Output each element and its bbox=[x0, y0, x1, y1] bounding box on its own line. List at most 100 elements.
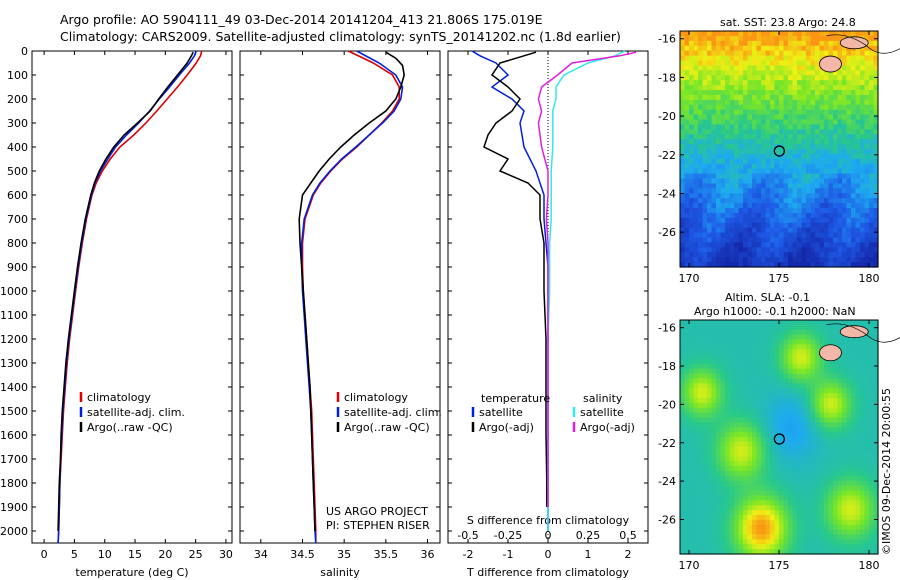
y-tick-label: 1700 bbox=[0, 453, 28, 466]
diff-series-line bbox=[483, 51, 548, 507]
diff-series-line bbox=[471, 50, 549, 531]
temp-series-line bbox=[57, 50, 203, 544]
legend-temp-argo: Argo(-adj) bbox=[479, 421, 534, 434]
y-tick-label: 200 bbox=[7, 93, 28, 106]
temp-series-line bbox=[57, 50, 197, 544]
x-tick-label: 0 bbox=[41, 548, 48, 561]
x-axis-label: temperature (deg C) bbox=[75, 566, 188, 579]
map-y-tick-label: -16 bbox=[658, 322, 676, 335]
x-tick-label: 20 bbox=[158, 548, 172, 561]
x-tick-label: 10 bbox=[98, 548, 112, 561]
sla-map-title-line2: Argo h1000: -0.1 h2000: NaN bbox=[694, 305, 856, 318]
sst-map bbox=[680, 31, 900, 268]
y-tick-label: 0 bbox=[21, 45, 28, 58]
project-line2: PI: STEPHEN RISER bbox=[326, 519, 430, 532]
x-tick-label-S: -0.5 bbox=[457, 529, 478, 542]
map-x-tick-label: 175 bbox=[769, 272, 790, 285]
map-x-tick-label: 175 bbox=[769, 559, 790, 572]
y-tick-label: 1600 bbox=[0, 429, 28, 442]
figure-title-line2: Climatology: CARS2009. Satellite-adjuste… bbox=[60, 29, 621, 44]
legend-climatology: climatology bbox=[87, 391, 151, 404]
y-tick-label: 900 bbox=[7, 261, 28, 274]
map-y-tick-label: -20 bbox=[658, 398, 676, 411]
bathymetry-contour bbox=[826, 323, 900, 343]
legend-header-temperature: temperature bbox=[481, 392, 550, 405]
legend-argo: Argo(..raw -QC) bbox=[87, 421, 173, 434]
x-tick-label: 30 bbox=[219, 548, 233, 561]
legend-climatology: climatology bbox=[344, 391, 408, 404]
map-y-tick-label: -26 bbox=[658, 226, 676, 239]
x-tick-label-T: -2 bbox=[463, 548, 474, 561]
salinity-series-line bbox=[300, 50, 404, 544]
y-tick-label: 600 bbox=[7, 189, 28, 202]
x-tick-label-S: -0.25 bbox=[494, 529, 522, 542]
legend-header-salinity: salinity bbox=[583, 392, 623, 405]
sla-map-title-line1: Altim. SLA: -0.1 bbox=[725, 291, 811, 304]
x-tick-label: 36 bbox=[421, 548, 435, 561]
legend-argo: Argo(..raw -QC) bbox=[344, 421, 430, 434]
map-y-tick-label: -20 bbox=[658, 110, 676, 123]
bathymetry-contour bbox=[826, 34, 900, 54]
island-viti-levu bbox=[819, 55, 842, 73]
island-vanua-levu bbox=[839, 36, 869, 50]
map-y-tick-label: -26 bbox=[658, 513, 676, 526]
figure-title-line1: Argo profile: AO 5904111_49 03-Dec-2014 … bbox=[60, 12, 543, 27]
map-y-tick-label: -18 bbox=[658, 71, 676, 84]
y-tick-label: 1300 bbox=[0, 357, 28, 370]
x-tick-label: 5 bbox=[71, 548, 78, 561]
y-tick-label: 1000 bbox=[0, 285, 28, 298]
map-x-tick-label: 170 bbox=[679, 559, 700, 572]
map-y-tick-label: -22 bbox=[658, 149, 676, 162]
legend-satellite: satellite-adj. clim. bbox=[344, 406, 442, 419]
plot-frame bbox=[239, 50, 441, 544]
y-tick-label: 300 bbox=[7, 117, 28, 130]
map-y-tick-label: -22 bbox=[658, 437, 676, 450]
plot-frame bbox=[31, 50, 233, 544]
salinity-series-line bbox=[298, 51, 406, 532]
argo-location-marker bbox=[773, 433, 785, 445]
y-tick-label: 400 bbox=[7, 141, 28, 154]
project-line1: US ARGO PROJECT bbox=[326, 505, 428, 518]
x-tick-label-T: -1 bbox=[503, 548, 514, 561]
y-tick-label: 1500 bbox=[0, 405, 28, 418]
sla-map bbox=[680, 320, 900, 555]
x-tick-label: 34.5 bbox=[290, 548, 315, 561]
diff-series-line bbox=[547, 50, 626, 531]
map-y-tick-label: -24 bbox=[658, 187, 676, 200]
map-y-tick-label: -18 bbox=[658, 360, 676, 373]
y-tick-label: 700 bbox=[7, 213, 28, 226]
x-tick-label: 25 bbox=[189, 548, 203, 561]
diff-series-line bbox=[537, 51, 637, 507]
salinity-series-line bbox=[301, 50, 401, 543]
island-vanua-levu bbox=[839, 325, 869, 339]
sst-map-title: sat. SST: 23.8 Argo: 24.8 bbox=[720, 16, 856, 29]
island-viti-levu bbox=[819, 344, 842, 362]
x-tick-label-S: 0.25 bbox=[576, 529, 601, 542]
y-tick-label: 1900 bbox=[0, 501, 28, 514]
x-tick-label-T: 1 bbox=[585, 548, 592, 561]
y-tick-label: 1200 bbox=[0, 333, 28, 346]
x-tick-label-S: 0.5 bbox=[619, 529, 637, 542]
credit-text: ©IMOS 09-Dec-2014 20:00:55 bbox=[880, 388, 893, 555]
map-x-tick-label: 180 bbox=[859, 272, 880, 285]
x-tick-label-T: 2 bbox=[625, 548, 632, 561]
y-tick-label: 1800 bbox=[0, 477, 28, 490]
legend-sal-satellite: satellite bbox=[580, 406, 624, 419]
map-y-tick-label: -24 bbox=[658, 475, 676, 488]
x-tick-label: 15 bbox=[128, 548, 142, 561]
x-tick-label: 35 bbox=[337, 548, 351, 561]
x-tick-label: 34 bbox=[254, 548, 268, 561]
y-tick-label: 1100 bbox=[0, 309, 28, 322]
argo-location-marker bbox=[773, 145, 785, 157]
x-tick-label-T: 0 bbox=[545, 548, 552, 561]
map-y-tick-label: -16 bbox=[658, 33, 676, 46]
legend-temp-satellite: satellite bbox=[479, 406, 523, 419]
x-tick-label: 35.5 bbox=[374, 548, 399, 561]
legend-sal-argo: Argo(-adj) bbox=[580, 421, 635, 434]
y-tick-label: 800 bbox=[7, 237, 28, 250]
legend-satellite: satellite-adj. clim. bbox=[87, 406, 185, 419]
x-axis-label: salinity bbox=[320, 566, 360, 579]
y-tick-label: 2000 bbox=[0, 525, 28, 538]
y-tick-label: 1400 bbox=[0, 381, 28, 394]
